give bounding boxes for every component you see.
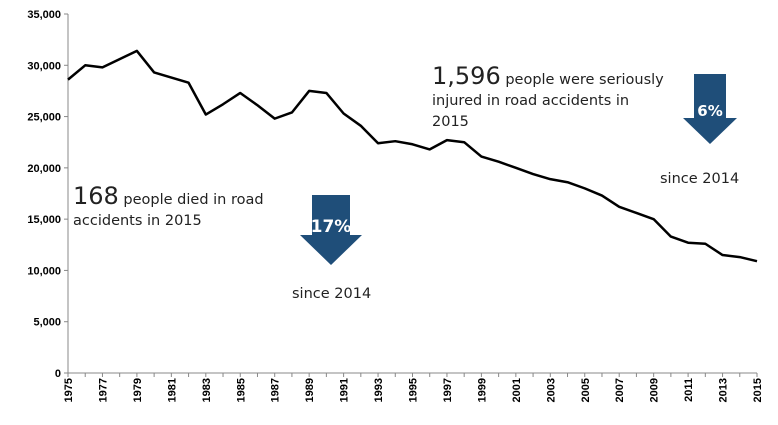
y-tick-label: 25,000 — [27, 112, 61, 124]
x-tick-label: 2005 — [580, 378, 592, 402]
y-tick-label: 0 — [55, 368, 61, 380]
x-tick-label: 1993 — [373, 378, 385, 402]
x-tick-label: 1997 — [442, 378, 454, 402]
x-tick-label: 2011 — [683, 378, 695, 402]
deaths-text-2: accidents in 2015 — [73, 213, 202, 229]
injuries-down-arrow: 6% — [683, 74, 737, 144]
injuries-annotation: 1,596 people were seriously injured in r… — [432, 64, 664, 133]
y-tick-label: 30,000 — [27, 60, 61, 72]
injuries-since: since 2014 — [660, 171, 740, 187]
x-tick-label: 1999 — [476, 378, 488, 402]
x-tick-label: 1995 — [408, 378, 420, 402]
deaths-annotation: 168 people died in road accidents in 201… — [73, 184, 264, 232]
injuries-text-3: 2015 — [432, 114, 469, 130]
x-tick-label: 2009 — [649, 378, 661, 402]
x-tick-label: 1989 — [304, 378, 316, 402]
down-arrow-icon — [683, 74, 737, 144]
deaths-down-arrow: 17% — [300, 195, 362, 265]
injuries-change: 6% — [697, 102, 723, 120]
y-tick-label: 5,000 — [33, 317, 61, 329]
deaths-text-1: people died in road — [118, 192, 264, 208]
x-tick-label: 1985 — [235, 378, 247, 402]
x-tick-label: 2003 — [545, 378, 557, 402]
y-tick-label: 35,000 — [27, 9, 61, 21]
x-tick-label: 1977 — [97, 378, 109, 402]
x-tick-label: 2007 — [614, 378, 626, 402]
x-tick-label: 2013 — [718, 378, 730, 402]
deaths-change: 17% — [310, 217, 352, 237]
y-tick-label: 15,000 — [27, 214, 61, 226]
x-tick-label: 1983 — [201, 378, 213, 402]
x-tick-label: 1987 — [270, 378, 282, 402]
y-tick-label: 10,000 — [27, 265, 61, 277]
deaths-since: since 2014 — [292, 286, 372, 302]
injuries-text-1: people were seriously — [500, 72, 664, 88]
down-arrow-icon — [300, 195, 362, 265]
injuries-number: 1,596 — [432, 62, 501, 90]
y-tick-label: 20,000 — [27, 163, 61, 175]
x-tick-label: 1975 — [63, 378, 75, 402]
injuries-text-2: injured in road accidents in — [432, 93, 630, 109]
x-tick-label: 1981 — [166, 378, 178, 402]
deaths-number: 168 — [73, 182, 119, 210]
x-tick-label: 2015 — [752, 378, 764, 402]
x-tick-label: 2001 — [511, 378, 523, 402]
x-tick-label: 1979 — [132, 378, 144, 402]
x-tick-label: 1991 — [339, 378, 351, 402]
